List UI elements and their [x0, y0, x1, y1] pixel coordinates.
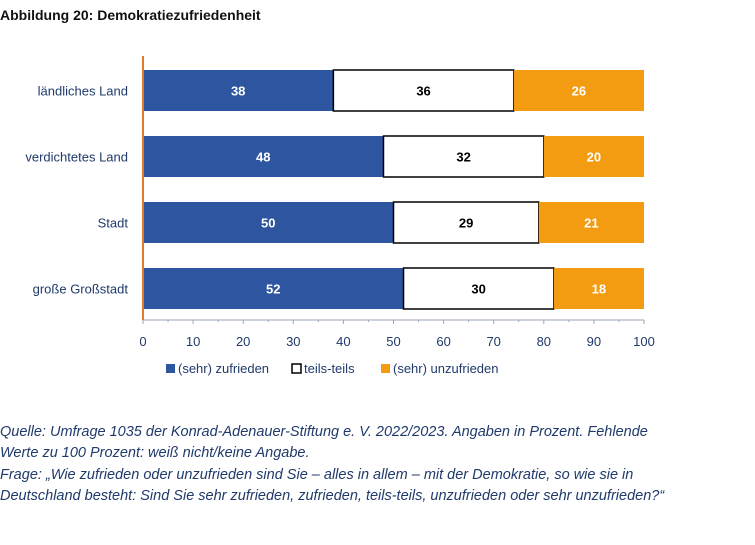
x-axis: 0 10 20 30 40 50 60 70 80 90 100: [139, 56, 655, 349]
legend-swatch-unzufrieden: [381, 364, 390, 373]
bars-layer: 38 36 26 48 32 20 50 29 21 52 30 18: [143, 69, 644, 310]
data-label: 26: [572, 84, 586, 99]
bar-teils: [382, 135, 545, 178]
category-label: ländliches Land: [38, 84, 128, 99]
legend-label: (sehr) zufrieden: [178, 361, 269, 376]
legend: (sehr) zufrieden teils-teils (sehr) unzufr…: [166, 361, 499, 376]
legend-swatch-zufrieden: [166, 364, 175, 373]
x-tick-label: 80: [537, 334, 551, 349]
category-label: Stadt: [98, 216, 129, 231]
data-label: 21: [584, 216, 598, 231]
data-label: 50: [261, 216, 275, 231]
bar-unzufrieden: [553, 268, 644, 309]
data-label: 52: [266, 282, 280, 297]
bar-zufrieden: [143, 268, 404, 309]
chart-title: Abbildung 20: Demokratiezufriedenheit: [0, 7, 261, 23]
category-labels: ländliches Land verdichtetes Land Stadt gro…: [25, 84, 128, 297]
data-label: 38: [231, 84, 245, 99]
data-label: 48: [256, 150, 270, 165]
bar-zufrieden: [143, 70, 334, 111]
category-label: verdichtetes Land: [25, 150, 128, 165]
x-tick-label: 90: [587, 334, 601, 349]
data-label: 30: [471, 282, 485, 297]
x-tick-label: 40: [336, 334, 350, 349]
x-tick-label: 60: [436, 334, 450, 349]
x-tick-label: 100: [633, 334, 655, 349]
x-tick-label: 20: [236, 334, 250, 349]
source-note-line-2: Werte zu 100 Prozent: weiß nicht/keine A…: [0, 445, 310, 461]
x-tick-label: 70: [486, 334, 500, 349]
question-note-line-1: Frage: „Wie zufrieden oder unzufrieden s…: [0, 467, 634, 483]
bar-zufrieden: [143, 202, 394, 243]
legend-label: (sehr) unzufrieden: [393, 361, 499, 376]
legend-label: teils-teils: [304, 361, 355, 376]
bar-teils: [332, 69, 515, 112]
data-label: 32: [456, 150, 470, 165]
x-tick-label: 50: [386, 334, 400, 349]
category-label: große Großstadt: [33, 282, 129, 297]
x-tick-label: 30: [286, 334, 300, 349]
x-tick-label: 0: [139, 334, 146, 349]
x-tick-label: 10: [186, 334, 200, 349]
bar-unzufrieden: [543, 136, 644, 177]
data-label: 20: [587, 150, 601, 165]
stacked-bar-chart: 38 36 26 48 32 20 50 29 21 52 30 18 ländliches Land…: [25, 56, 655, 376]
bar-unzufrieden: [538, 202, 644, 243]
data-label: 18: [592, 282, 606, 297]
bar-teils: [402, 267, 555, 310]
question-note-line-2: Deutschland besteht: Sind Sie sehr zufri…: [0, 488, 665, 504]
data-label: 36: [416, 84, 430, 99]
legend-swatch-teils: [291, 363, 302, 374]
source-note-line-1: Quelle: Umfrage 1035 der Konrad-Adenauer…: [0, 424, 648, 440]
bar-zufrieden: [143, 136, 384, 177]
bar-unzufrieden: [513, 70, 644, 111]
data-label: 29: [459, 216, 473, 231]
